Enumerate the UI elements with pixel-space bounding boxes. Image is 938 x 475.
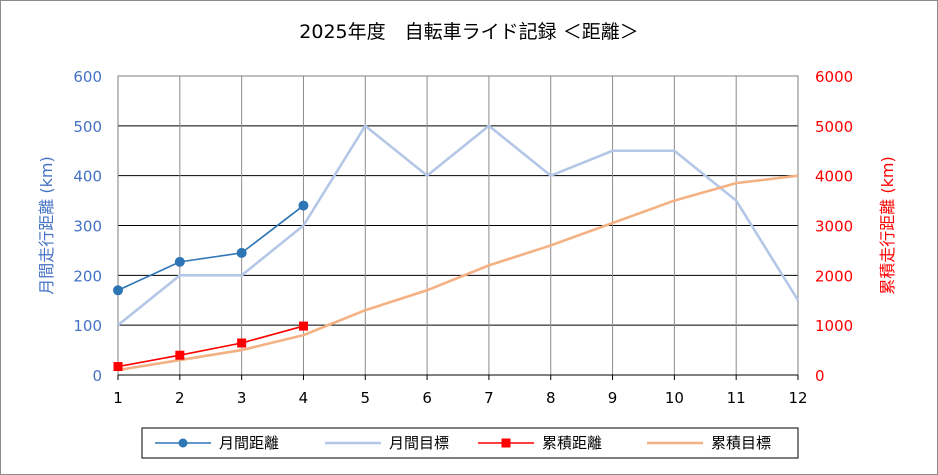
x-axis-tick-label: 6 bbox=[422, 389, 432, 407]
series-line bbox=[117, 174, 799, 372]
left-axis-tick-label: 0 bbox=[92, 367, 102, 385]
right-axis-tick-label: 5000 bbox=[815, 118, 853, 136]
plot-series bbox=[113, 124, 800, 372]
data-point bbox=[113, 285, 123, 296]
left-axis-tick-label: 200 bbox=[73, 267, 102, 285]
data-point bbox=[113, 362, 123, 372]
legend-label: 月間距離 bbox=[219, 434, 279, 452]
x-axis-tick-label: 7 bbox=[484, 389, 494, 407]
data-point bbox=[175, 350, 185, 360]
left-axis-tick-label: 300 bbox=[73, 218, 102, 236]
x-axis-tick-label: 10 bbox=[665, 389, 684, 407]
x-axis-tick-label: 8 bbox=[546, 389, 556, 407]
axes: 1 2 3 4 5 6 7 8 9 10 11 120100200300400500600010002… bbox=[37, 68, 897, 407]
left-axis-tick-label: 600 bbox=[73, 68, 102, 86]
right-axis-title: 累積走行距離 (km) bbox=[878, 156, 897, 294]
series-line bbox=[117, 325, 304, 368]
left-axis-title: 月間走行距離 (km) bbox=[37, 156, 56, 294]
data-point bbox=[174, 256, 185, 267]
data-point bbox=[237, 338, 247, 348]
data-point bbox=[298, 321, 308, 331]
x-axis-tick-label: 11 bbox=[727, 389, 746, 407]
right-axis-tick-label: 1000 bbox=[815, 317, 853, 335]
right-axis-tick-label: 4000 bbox=[815, 168, 853, 186]
series-line bbox=[117, 204, 304, 292]
legend-label: 累積距離 bbox=[542, 434, 602, 452]
legend-marker bbox=[178, 438, 188, 448]
legend-label: 累積目標 bbox=[711, 434, 771, 452]
right-axis-tick-label: 2000 bbox=[815, 267, 853, 285]
x-axis-tick-label: 9 bbox=[608, 389, 618, 407]
left-axis-tick-label: 400 bbox=[73, 168, 102, 186]
x-axis-tick-label: 2 bbox=[175, 389, 185, 407]
x-axis-tick-label: 1 bbox=[113, 389, 123, 407]
left-axis-tick-label: 500 bbox=[73, 118, 102, 136]
left-axis-tick-label: 100 bbox=[73, 317, 102, 335]
x-axis-tick-label: 12 bbox=[788, 389, 807, 407]
gridlines bbox=[117, 75, 799, 376]
data-point bbox=[298, 200, 309, 211]
legend-marker bbox=[501, 438, 511, 448]
right-axis-tick-label: 3000 bbox=[815, 218, 853, 236]
legend-label: 月間目標 bbox=[389, 434, 449, 452]
right-axis-tick-label: 0 bbox=[815, 367, 825, 385]
data-point bbox=[236, 247, 247, 258]
x-axis-tick-label: 5 bbox=[360, 389, 370, 407]
right-axis-tick-label: 6000 bbox=[815, 68, 853, 86]
chart-title: 2025年度 自転車ライド記録 ＜距離＞ bbox=[299, 21, 638, 43]
x-axis-tick-label: 4 bbox=[299, 389, 309, 407]
series-line bbox=[117, 124, 800, 327]
x-axis-tick-label: 3 bbox=[237, 389, 247, 407]
legend: 月間距離 月間目標 累積距離 累積目標 bbox=[141, 427, 799, 459]
